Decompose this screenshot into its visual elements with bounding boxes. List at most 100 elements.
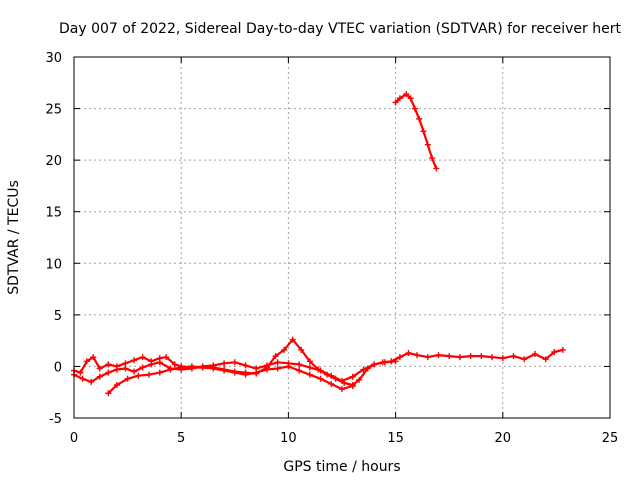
y-tick-label: 0 xyxy=(54,360,62,375)
y-tick-label: 25 xyxy=(45,103,62,118)
data-point xyxy=(407,95,414,102)
data-point xyxy=(349,373,356,380)
data-point xyxy=(188,363,195,370)
x-tick-label: 25 xyxy=(602,431,619,446)
data-point xyxy=(131,357,138,364)
data-point xyxy=(113,366,120,373)
data-point xyxy=(131,368,138,375)
data-point xyxy=(317,375,324,382)
y-tick-label: 5 xyxy=(54,309,62,324)
data-point xyxy=(433,165,440,172)
data-point xyxy=(405,350,412,357)
data-series xyxy=(71,91,566,397)
data-point xyxy=(381,359,388,366)
data-point xyxy=(396,354,403,361)
data-point xyxy=(467,353,474,360)
data-point xyxy=(113,381,120,388)
data-point xyxy=(210,365,217,372)
data-point xyxy=(178,364,185,371)
data-point xyxy=(510,353,517,360)
data-point xyxy=(317,367,324,374)
data-point xyxy=(221,360,228,367)
y-tick-label: -5 xyxy=(49,412,62,427)
grid-lines xyxy=(74,57,610,418)
data-point xyxy=(435,352,442,359)
data-point xyxy=(105,369,112,376)
data-point xyxy=(551,348,558,355)
data-point xyxy=(263,366,270,373)
data-point xyxy=(231,359,238,366)
data-point xyxy=(328,380,335,387)
data-point xyxy=(135,372,142,379)
data-point xyxy=(339,377,345,384)
data-point xyxy=(298,346,305,353)
data-point xyxy=(349,383,356,390)
data-point xyxy=(424,141,431,148)
data-point xyxy=(456,354,463,361)
x-tick-label: 5 xyxy=(177,431,185,446)
data-point xyxy=(122,365,129,372)
data-point xyxy=(411,105,418,112)
data-point xyxy=(105,361,112,368)
data-point xyxy=(79,375,86,382)
y-tick-label: 30 xyxy=(45,51,62,66)
data-point xyxy=(77,369,84,376)
y-axis-label: SDTVAR / TECUs xyxy=(6,180,22,295)
data-point xyxy=(403,91,410,98)
data-point xyxy=(296,361,303,368)
data-point xyxy=(96,365,103,372)
data-point xyxy=(285,363,292,370)
x-tick-label: 15 xyxy=(387,431,404,446)
data-point xyxy=(139,364,146,371)
series-trace-d xyxy=(392,91,440,172)
data-point xyxy=(105,390,112,397)
data-point xyxy=(242,362,249,369)
data-point xyxy=(420,128,427,135)
data-point xyxy=(414,352,421,359)
series-trace-c xyxy=(105,363,356,397)
data-point xyxy=(542,356,549,363)
x-tick-label: 10 xyxy=(280,431,297,446)
data-point xyxy=(306,358,313,365)
data-point xyxy=(306,364,313,371)
data-point xyxy=(371,361,378,368)
data-point xyxy=(339,386,345,393)
data-point xyxy=(281,346,288,353)
data-point xyxy=(531,351,538,358)
data-point xyxy=(148,361,155,368)
data-point xyxy=(424,354,431,361)
data-point xyxy=(221,367,228,374)
data-point xyxy=(306,371,313,378)
y-tick-label: 20 xyxy=(45,154,62,169)
x-tick-label: 0 xyxy=(70,431,78,446)
data-point xyxy=(446,353,453,360)
data-point xyxy=(156,359,163,366)
data-point xyxy=(360,366,367,373)
data-point xyxy=(83,358,90,365)
data-point xyxy=(139,354,146,361)
data-point xyxy=(156,369,163,376)
y-tick-label: 10 xyxy=(45,257,62,272)
series-trace-a xyxy=(71,336,566,388)
data-point xyxy=(296,367,303,374)
chart-title: Day 007 of 2022, Sidereal Day-to-day VTE… xyxy=(59,21,621,37)
data-point xyxy=(416,115,423,122)
data-point xyxy=(199,364,206,371)
data-point xyxy=(242,371,249,378)
data-point xyxy=(124,375,131,382)
data-point xyxy=(429,155,436,162)
data-point xyxy=(489,354,496,361)
data-point xyxy=(274,365,281,372)
data-point xyxy=(253,369,260,376)
data-point xyxy=(90,354,97,361)
data-point xyxy=(272,353,279,360)
x-tick-label: 20 xyxy=(495,431,512,446)
data-point xyxy=(356,376,363,383)
data-point xyxy=(96,373,103,380)
data-point xyxy=(478,353,485,360)
data-point xyxy=(559,346,566,353)
data-point xyxy=(163,354,170,361)
data-point xyxy=(328,372,335,379)
data-point xyxy=(231,369,238,376)
